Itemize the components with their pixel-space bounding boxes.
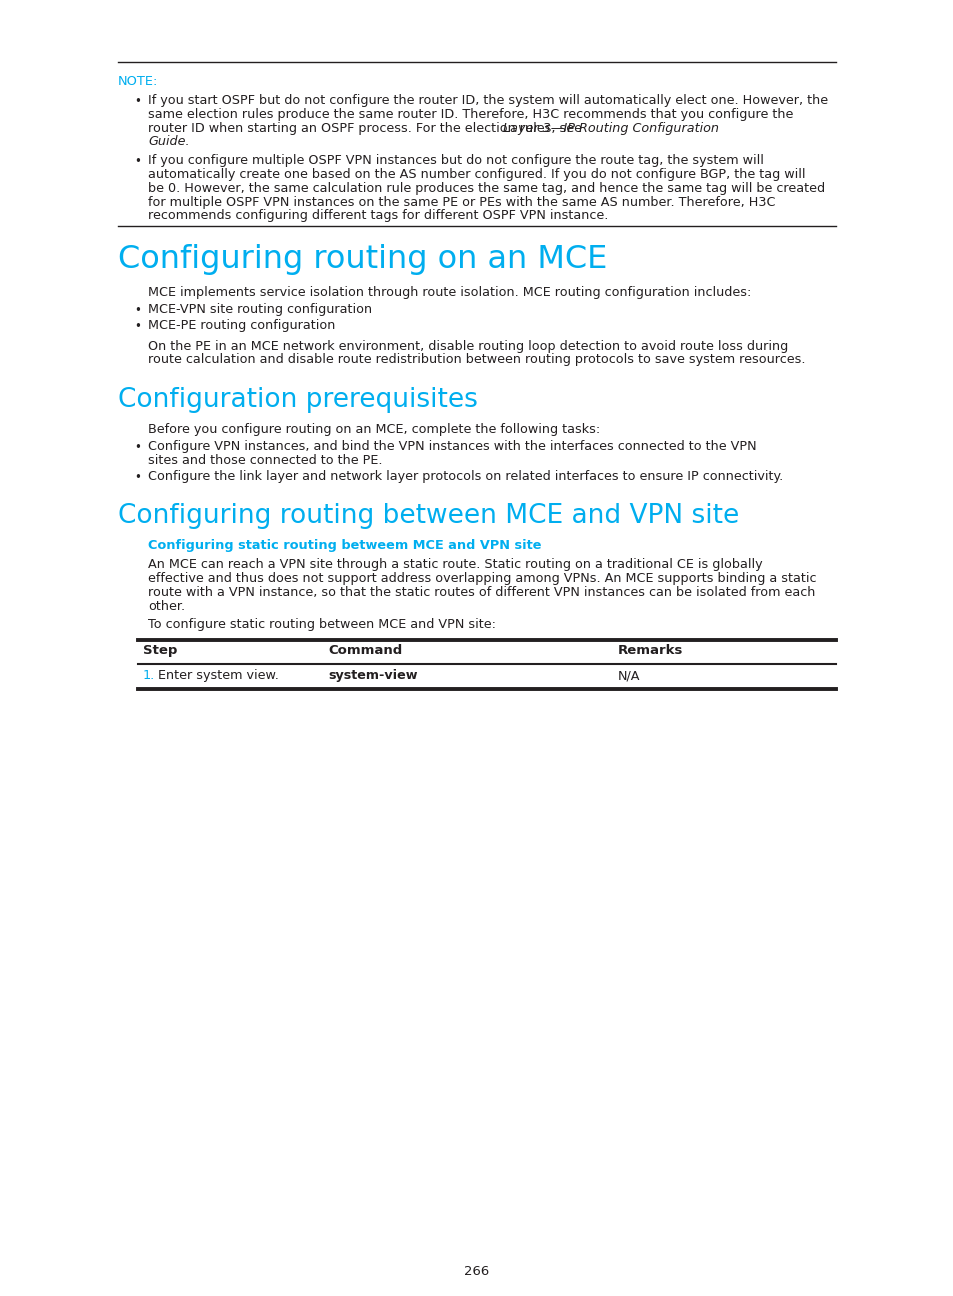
Text: •: • — [133, 95, 141, 108]
Text: MCE-PE routing configuration: MCE-PE routing configuration — [148, 319, 335, 332]
Text: If you start OSPF but do not configure the router ID, the system will automatica: If you start OSPF but do not configure t… — [148, 95, 827, 108]
Text: •: • — [133, 305, 141, 318]
Text: NOTE:: NOTE: — [118, 75, 158, 88]
Text: Remarks: Remarks — [618, 644, 682, 657]
Text: sites and those connected to the PE.: sites and those connected to the PE. — [148, 454, 382, 467]
Text: system-view: system-view — [328, 669, 417, 682]
Text: Guide.: Guide. — [148, 135, 190, 149]
Text: Step: Step — [143, 644, 177, 657]
Text: To configure static routing between MCE and VPN site:: To configure static routing between MCE … — [148, 618, 496, 631]
Text: •: • — [133, 470, 141, 483]
Text: An MCE can reach a VPN site through a static route. Static routing on a traditio: An MCE can reach a VPN site through a st… — [148, 559, 761, 572]
Text: •: • — [133, 441, 141, 454]
Text: recommends configuring different tags for different OSPF VPN instance.: recommends configuring different tags fo… — [148, 210, 608, 223]
Text: router ID when starting an OSPF process. For the election rules, see: router ID when starting an OSPF process.… — [148, 122, 585, 135]
Text: MCE implements service isolation through route isolation. MCE routing configurat: MCE implements service isolation through… — [148, 286, 751, 299]
Text: Configuring static routing betweem MCE and VPN site: Configuring static routing betweem MCE a… — [148, 539, 541, 552]
Text: Configuring routing between MCE and VPN site: Configuring routing between MCE and VPN … — [118, 503, 739, 529]
Text: Enter system view.: Enter system view. — [158, 669, 278, 682]
Text: automatically create one based on the AS number configured. If you do not config: automatically create one based on the AS… — [148, 168, 804, 181]
Text: effective and thus does not support address overlapping among VPNs. An MCE suppo: effective and thus does not support addr… — [148, 572, 816, 584]
Text: other.: other. — [148, 600, 185, 613]
Text: route calculation and disable route redistribution between routing protocols to : route calculation and disable route redi… — [148, 354, 804, 367]
Text: Before you configure routing on an MCE, complete the following tasks:: Before you configure routing on an MCE, … — [148, 424, 599, 437]
Text: same election rules produce the same router ID. Therefore, H3C recommends that y: same election rules produce the same rou… — [148, 108, 793, 121]
Text: Configure VPN instances, and bind the VPN instances with the interfaces connecte: Configure VPN instances, and bind the VP… — [148, 441, 756, 454]
Text: On the PE in an MCE network environment, disable routing loop detection to avoid: On the PE in an MCE network environment,… — [148, 340, 787, 353]
Text: MCE-VPN site routing configuration: MCE-VPN site routing configuration — [148, 303, 372, 316]
Text: •: • — [133, 156, 141, 168]
Text: •: • — [133, 320, 141, 333]
Text: N/A: N/A — [618, 669, 639, 682]
Text: route with a VPN instance, so that the static routes of different VPN instances : route with a VPN instance, so that the s… — [148, 586, 815, 599]
Text: Command: Command — [328, 644, 402, 657]
Text: Layer 3—IP Routing Configuration: Layer 3—IP Routing Configuration — [503, 122, 719, 135]
Text: 1.: 1. — [143, 669, 155, 682]
Text: Configuration prerequisites: Configuration prerequisites — [118, 388, 477, 413]
Text: Configuring routing on an MCE: Configuring routing on an MCE — [118, 244, 607, 275]
Text: If you configure multiple OSPF VPN instances but do not configure the route tag,: If you configure multiple OSPF VPN insta… — [148, 154, 763, 167]
Text: be 0. However, the same calculation rule produces the same tag, and hence the sa: be 0. However, the same calculation rule… — [148, 181, 824, 194]
Text: 266: 266 — [464, 1265, 489, 1278]
Text: Configure the link layer and network layer protocols on related interfaces to en: Configure the link layer and network lay… — [148, 469, 782, 482]
Text: for multiple OSPF VPN instances on the same PE or PEs with the same AS number. T: for multiple OSPF VPN instances on the s… — [148, 196, 775, 209]
